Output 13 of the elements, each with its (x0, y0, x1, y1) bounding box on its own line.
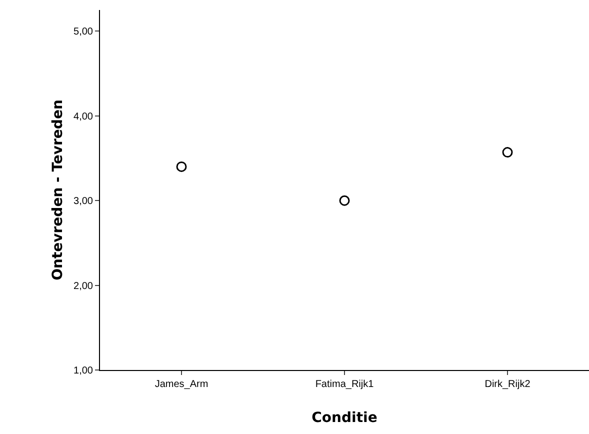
x-axis-title: Conditie (312, 410, 378, 426)
y-tick-label: 4,00 (74, 111, 94, 122)
y-tick-label: 3,00 (74, 196, 94, 208)
point (339, 195, 350, 206)
y-tick-label: 5,00 (74, 26, 94, 38)
point (176, 161, 187, 172)
y-axis-title: Ontevreden - Tevreden (50, 100, 66, 280)
y-tick-label: 1,00 (74, 366, 94, 376)
x-tick-label: Dirk_Rijk2 (484, 379, 531, 390)
y-tick-label: 2,00 (74, 280, 94, 292)
point (502, 147, 513, 158)
x-tick-label: James_Arm (154, 379, 208, 390)
x-tick-label: Fatima_Rijk1 (315, 379, 374, 390)
